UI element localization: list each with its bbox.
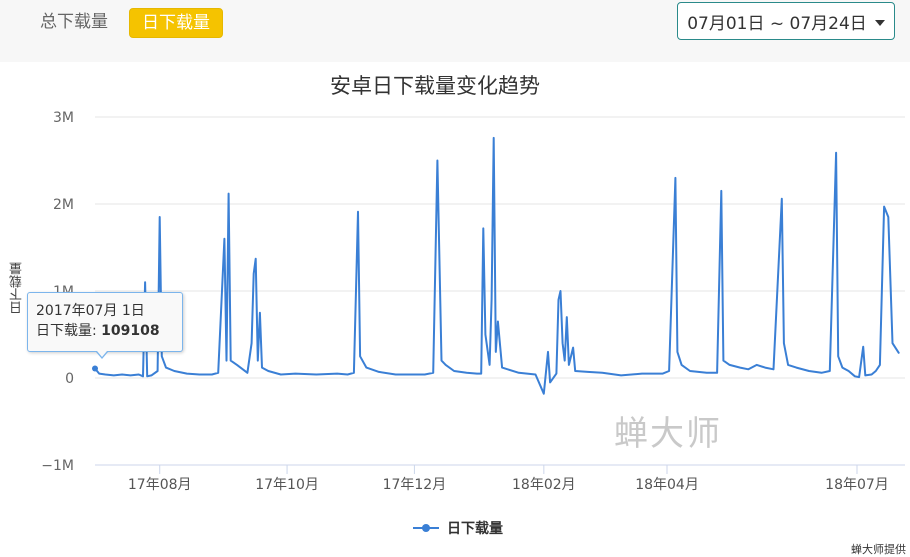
y-tick-label: 2M bbox=[53, 197, 74, 213]
legend-line-marker-icon bbox=[413, 523, 439, 533]
legend-item[interactable]: 日下载量 bbox=[413, 518, 503, 538]
y-tick-label: 3M bbox=[53, 110, 74, 126]
series-line-daily-downloads bbox=[94, 136, 900, 395]
date-range-label: 07月01日 ~ 07月24日 bbox=[687, 13, 867, 34]
y-tick-label: −1M bbox=[41, 458, 74, 474]
credit-text: 蝉大师提供 bbox=[851, 543, 906, 556]
x-tick-label: 17年08月 bbox=[128, 477, 192, 493]
chart-title: 安卓日下载量变化趋势 bbox=[330, 74, 540, 98]
hover-point-marker bbox=[92, 365, 98, 372]
x-tick-label: 18年04月 bbox=[635, 477, 699, 493]
watermark-text: 蝉大师 bbox=[614, 414, 722, 454]
tooltip-date: 2017年07月 1日 bbox=[36, 303, 145, 319]
tab-daily-downloads[interactable]: 日下载量 bbox=[129, 8, 223, 38]
x-tick-label: 18年02月 bbox=[512, 477, 576, 493]
tooltip: 2017年07月 1日 日下载量: 109108 bbox=[27, 292, 183, 352]
tooltip-series-name: 日下载量 bbox=[36, 323, 92, 339]
legend-label: 日下载量 bbox=[447, 521, 503, 537]
tooltip-arrow-inner bbox=[97, 351, 107, 357]
tooltip-value-line: 日下载量: 109108 bbox=[36, 323, 160, 339]
tab-total-downloads[interactable]: 总下载量 bbox=[40, 12, 108, 32]
caret-down-icon bbox=[874, 19, 885, 26]
x-tick-label: 17年12月 bbox=[383, 477, 447, 493]
y-tick-label: 0 bbox=[65, 371, 74, 387]
tooltip-value: 109108 bbox=[101, 323, 160, 339]
x-tick-label: 17年10月 bbox=[255, 477, 319, 493]
top-bar: 总下载量 日下载量 07月01日 ~ 07月24日 bbox=[0, 0, 910, 62]
x-tick-label: 18年07月 bbox=[825, 477, 889, 493]
date-range-dropdown[interactable]: 07月01日 ~ 07月24日 bbox=[677, 2, 895, 40]
